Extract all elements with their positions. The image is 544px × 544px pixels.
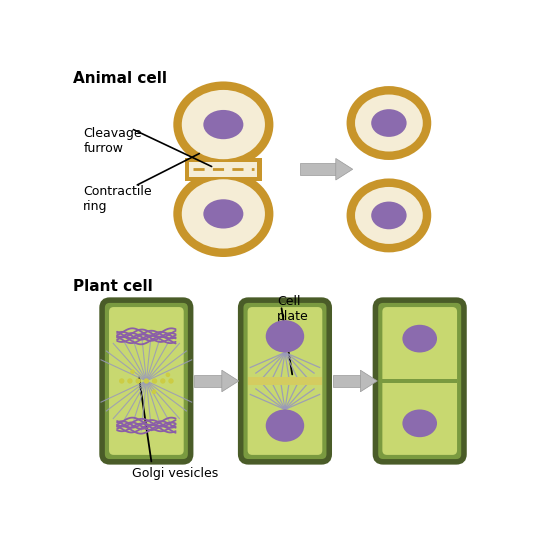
Circle shape bbox=[144, 378, 149, 384]
FancyBboxPatch shape bbox=[102, 300, 190, 462]
Text: Golgi vesicles: Golgi vesicles bbox=[133, 467, 219, 480]
Ellipse shape bbox=[182, 179, 265, 249]
Text: Contractile
ring: Contractile ring bbox=[83, 184, 152, 213]
Ellipse shape bbox=[347, 86, 431, 160]
Circle shape bbox=[130, 369, 135, 374]
Ellipse shape bbox=[403, 410, 437, 437]
Ellipse shape bbox=[371, 202, 406, 229]
Ellipse shape bbox=[355, 187, 423, 244]
Polygon shape bbox=[336, 158, 353, 180]
Ellipse shape bbox=[355, 95, 423, 152]
Bar bbox=[189, 162, 257, 177]
Circle shape bbox=[152, 378, 157, 384]
FancyBboxPatch shape bbox=[382, 307, 457, 455]
Bar bbox=[248, 377, 322, 385]
FancyBboxPatch shape bbox=[240, 300, 329, 462]
Bar bbox=[185, 158, 262, 181]
Polygon shape bbox=[222, 370, 239, 392]
Circle shape bbox=[152, 390, 156, 394]
Ellipse shape bbox=[371, 109, 406, 137]
Circle shape bbox=[127, 378, 133, 384]
Text: Cleavage
furrow: Cleavage furrow bbox=[83, 127, 142, 155]
FancyBboxPatch shape bbox=[109, 307, 184, 455]
Polygon shape bbox=[361, 370, 378, 392]
Ellipse shape bbox=[265, 320, 304, 353]
Ellipse shape bbox=[174, 171, 274, 257]
Bar bbox=[194, 375, 222, 387]
FancyBboxPatch shape bbox=[375, 300, 464, 462]
Circle shape bbox=[165, 373, 170, 377]
Ellipse shape bbox=[265, 410, 304, 442]
FancyBboxPatch shape bbox=[248, 307, 322, 455]
Ellipse shape bbox=[203, 110, 243, 139]
Text: Cell
plate: Cell plate bbox=[277, 295, 309, 323]
Bar bbox=[382, 379, 457, 384]
Bar bbox=[333, 375, 361, 387]
Text: Animal cell: Animal cell bbox=[73, 71, 167, 86]
Circle shape bbox=[135, 378, 141, 384]
Ellipse shape bbox=[347, 178, 431, 252]
Circle shape bbox=[160, 378, 165, 384]
Text: Plant cell: Plant cell bbox=[73, 279, 153, 294]
Circle shape bbox=[168, 378, 174, 384]
Ellipse shape bbox=[403, 325, 437, 353]
Circle shape bbox=[119, 378, 125, 384]
Bar bbox=[300, 163, 336, 175]
Ellipse shape bbox=[174, 82, 274, 168]
Ellipse shape bbox=[203, 199, 243, 228]
Ellipse shape bbox=[182, 90, 265, 159]
